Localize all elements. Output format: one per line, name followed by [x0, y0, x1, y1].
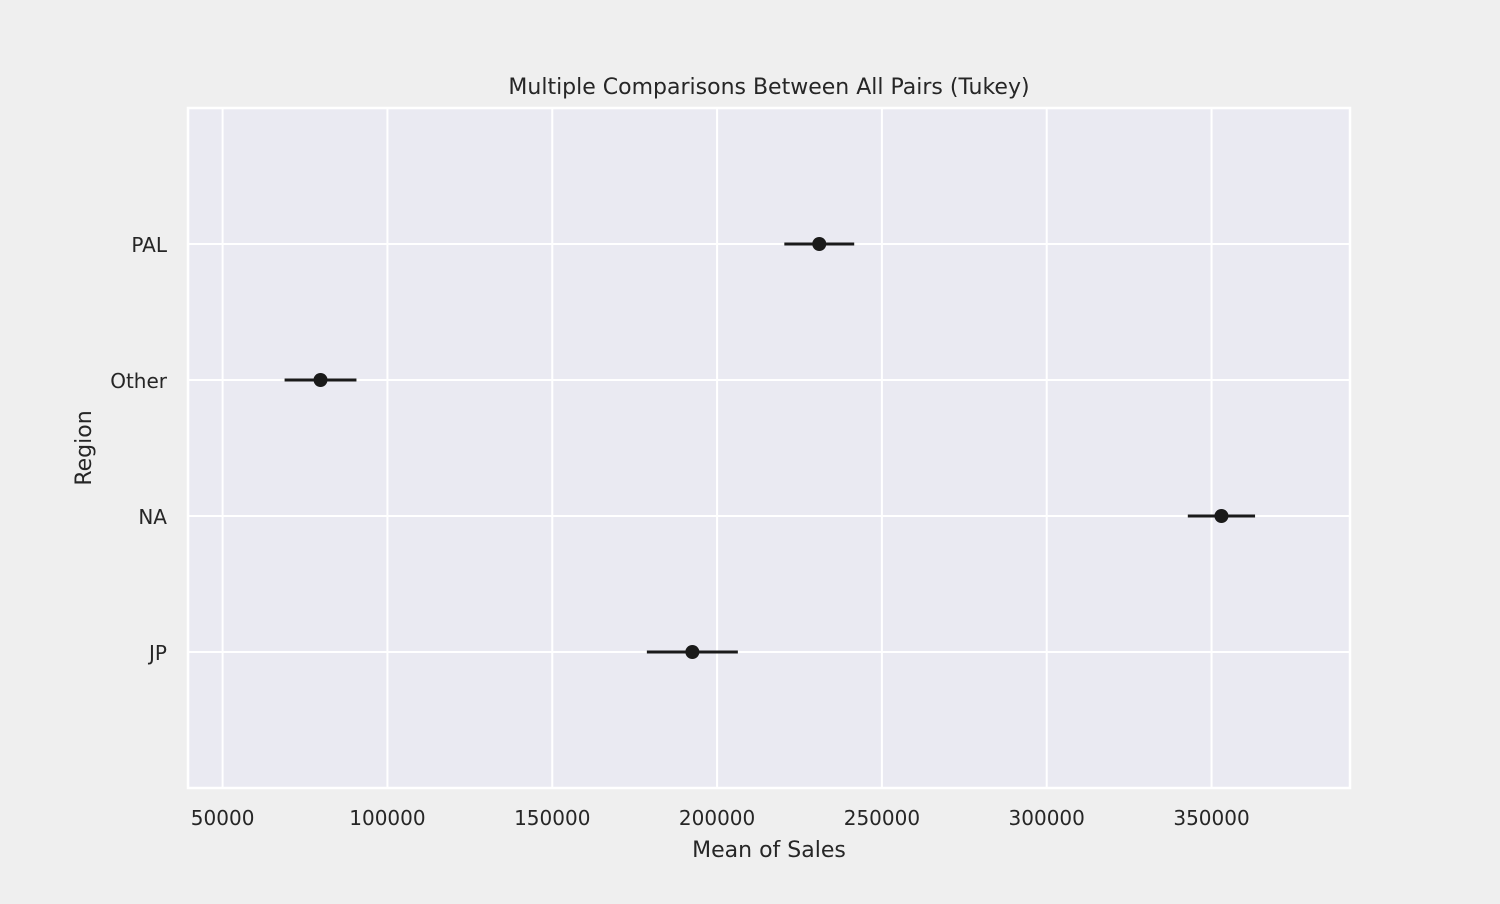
mean-point-other [313, 373, 328, 387]
grid-lines [188, 108, 1350, 788]
x-tick-label: 350000 [1173, 806, 1249, 830]
y-axis-ticks: JP NA Other PAL [110, 233, 168, 665]
x-axis-title: Mean of Sales [692, 838, 846, 863]
mean-point-pal [812, 237, 827, 251]
chart-title: Multiple Comparisons Between All Pairs (… [508, 75, 1029, 100]
mean-point-na [1214, 509, 1229, 523]
x-axis-ticks: 50000 100000 150000 200000 250000 300000 35000… [191, 806, 1250, 830]
x-tick-label: 250000 [844, 806, 920, 830]
mean-point-jp [685, 645, 700, 659]
y-axis-title: Region [72, 410, 97, 485]
x-tick-label: 50000 [191, 806, 255, 830]
x-tick-label: 100000 [349, 806, 425, 830]
y-tick-label: PAL [131, 233, 167, 257]
plot-frame [186, 106, 1352, 790]
y-tick-label: NA [138, 505, 167, 529]
x-tick-label: 150000 [514, 806, 590, 830]
data-marks [284, 237, 1256, 659]
x-tick-label: 300000 [1009, 806, 1085, 830]
plot-area [188, 108, 1350, 788]
x-tick-label: 200000 [679, 806, 755, 830]
plot-border [186, 106, 1352, 790]
y-tick-label: Other [110, 369, 168, 393]
y-tick-label: JP [147, 641, 167, 665]
